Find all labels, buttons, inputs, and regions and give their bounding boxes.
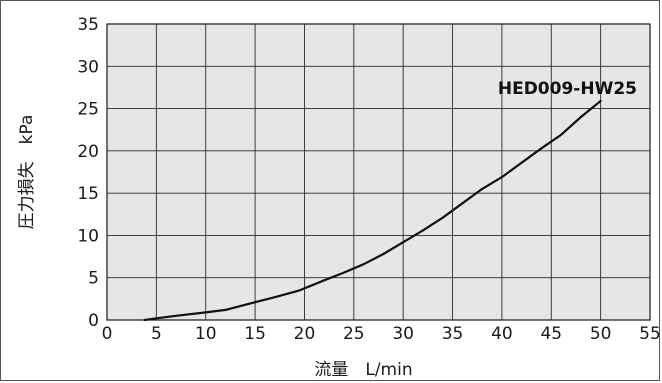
x-tick-label: 55 <box>639 324 661 344</box>
x-tick-label: 35 <box>442 324 464 344</box>
grid-lines <box>107 24 650 320</box>
y-tick-labels: 0 5 10 15 20 25 30 35 <box>77 15 99 331</box>
x-tick-label: 10 <box>195 324 217 344</box>
y-tick-label: 30 <box>77 57 99 77</box>
x-tick-label: 50 <box>590 324 612 344</box>
y-tick-label: 35 <box>77 15 99 35</box>
y-tick-label: 15 <box>77 184 99 204</box>
x-tick-label: 5 <box>151 324 162 344</box>
y-tick-label: 20 <box>77 142 99 162</box>
plot-area <box>107 24 650 320</box>
y-tick-label: 5 <box>88 269 99 289</box>
y-axis-label: 圧力損失 kPa <box>17 115 37 230</box>
y-tick-label: 25 <box>77 100 99 120</box>
x-tick-label: 20 <box>294 324 316 344</box>
x-tick-labels: 0 5 10 15 20 25 30 35 40 45 50 55 <box>102 324 661 344</box>
x-tick-label: 25 <box>343 324 365 344</box>
x-tick-label: 15 <box>244 324 266 344</box>
series-line-hed009-hw25 <box>143 99 602 322</box>
x-axis-label: 流量 L/min <box>314 360 412 380</box>
y-tick-label: 10 <box>77 226 99 246</box>
plot-border <box>106 23 651 321</box>
x-tick-label: 45 <box>540 324 562 344</box>
series-label-hed009-hw25: HED009-HW25 <box>498 79 637 99</box>
x-tick-label: 0 <box>102 324 113 344</box>
y-tick-label: 0 <box>88 311 99 331</box>
x-tick-label: 40 <box>491 324 513 344</box>
x-tick-label: 30 <box>392 324 414 344</box>
